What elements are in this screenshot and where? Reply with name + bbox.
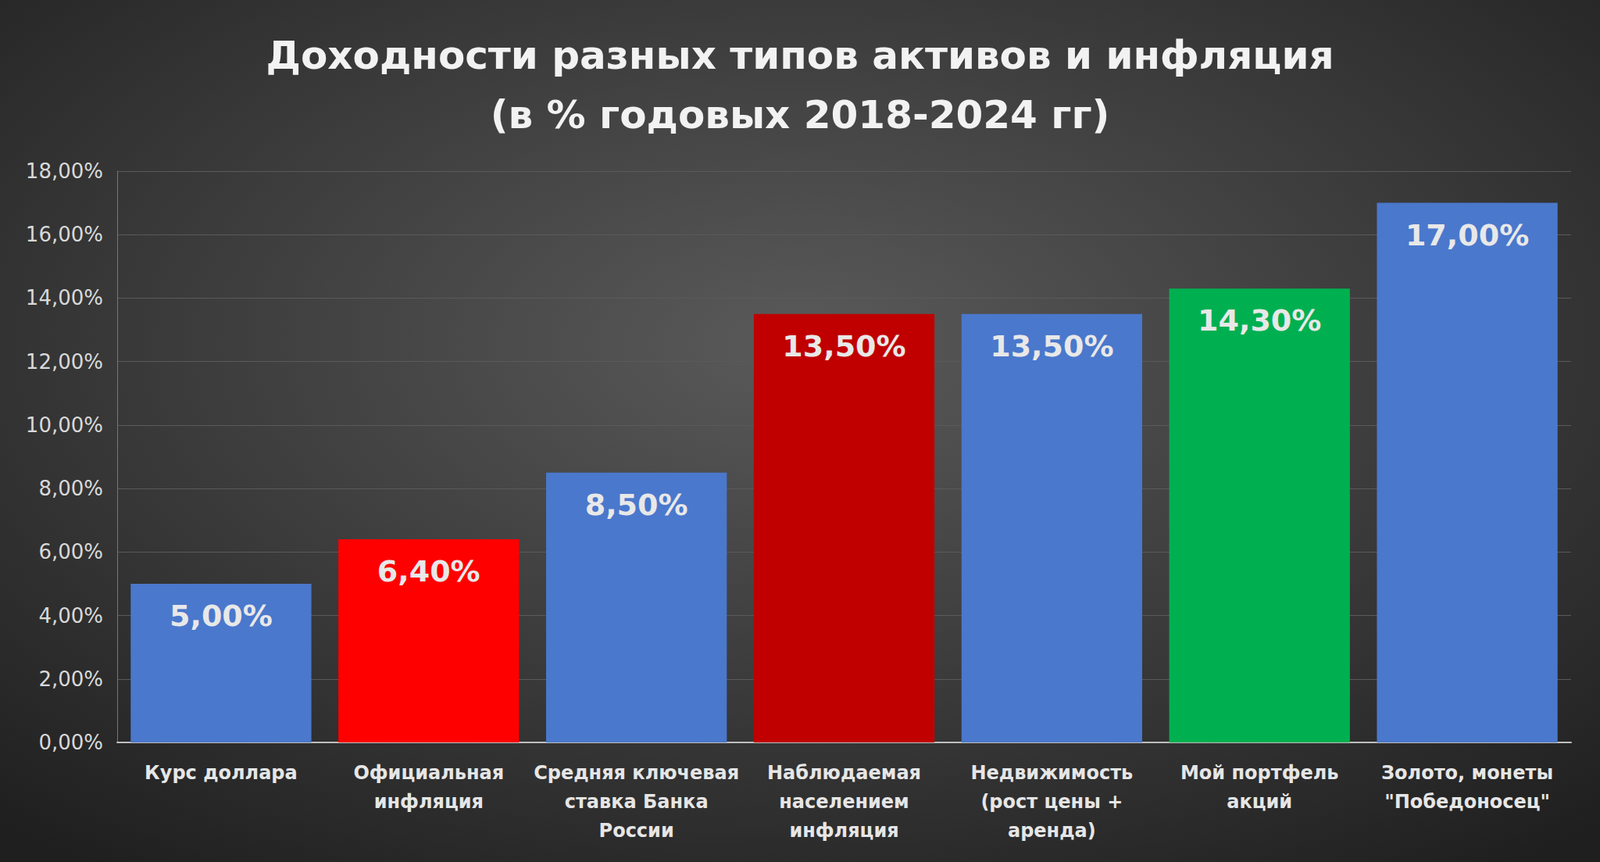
svg-text:17,00%: 17,00% [1405,217,1529,253]
svg-text:5,00%: 5,00% [169,598,273,633]
svg-text:4,00%: 4,00% [38,603,104,628]
svg-text:Курс доллара: Курс доллара [144,761,298,784]
svg-text:6,00%: 6,00% [38,539,104,564]
svg-text:8,50%: 8,50% [585,487,689,522]
svg-text:населением: населением [778,790,909,813]
svg-text:Мой портфель: Мой портфель [1180,761,1340,784]
svg-text:Золото, монеты: Золото, монеты [1381,761,1554,784]
svg-text:России: России [599,819,675,842]
svg-text:"Победоносец": "Победоносец" [1384,790,1550,813]
svg-text:10,00%: 10,00% [25,413,104,437]
svg-text:8,00%: 8,00% [38,476,104,500]
svg-text:13,50%: 13,50% [782,328,906,364]
svg-text:13,50%: 13,50% [989,328,1114,364]
svg-text:Официальная: Официальная [353,761,504,784]
svg-text:ставка Банка: ставка Банка [564,790,709,813]
svg-text:Средняя ключевая: Средняя ключевая [533,761,740,784]
svg-text:Доходности разных типов активо: Доходности разных типов активов и инфляц… [265,32,1334,79]
svg-text:акций: акций [1226,790,1293,813]
svg-text:6,40%: 6,40% [377,553,481,589]
svg-text:14,30%: 14,30% [1197,303,1322,338]
svg-text:(в % годовых 2018-2024 гг): (в % годовых 2018-2024 гг) [490,92,1111,138]
svg-text:14,00%: 14,00% [25,285,104,310]
svg-text:инфляция: инфляция [374,790,484,813]
svg-text:12,00%: 12,00% [25,350,104,374]
svg-text:16,00%: 16,00% [25,222,104,247]
svg-text:18,00%: 18,00% [25,159,104,183]
svg-text:0,00%: 0,00% [38,730,104,754]
svg-text:инфляция: инфляция [789,819,899,842]
svg-text:Наблюдаемая: Наблюдаемая [767,761,922,784]
svg-text:Недвижимость: Недвижимость [970,761,1133,784]
svg-text:аренда): аренда) [1007,819,1097,842]
svg-text:(рост цены +: (рост цены + [980,790,1123,813]
svg-text:2,00%: 2,00% [38,667,104,691]
